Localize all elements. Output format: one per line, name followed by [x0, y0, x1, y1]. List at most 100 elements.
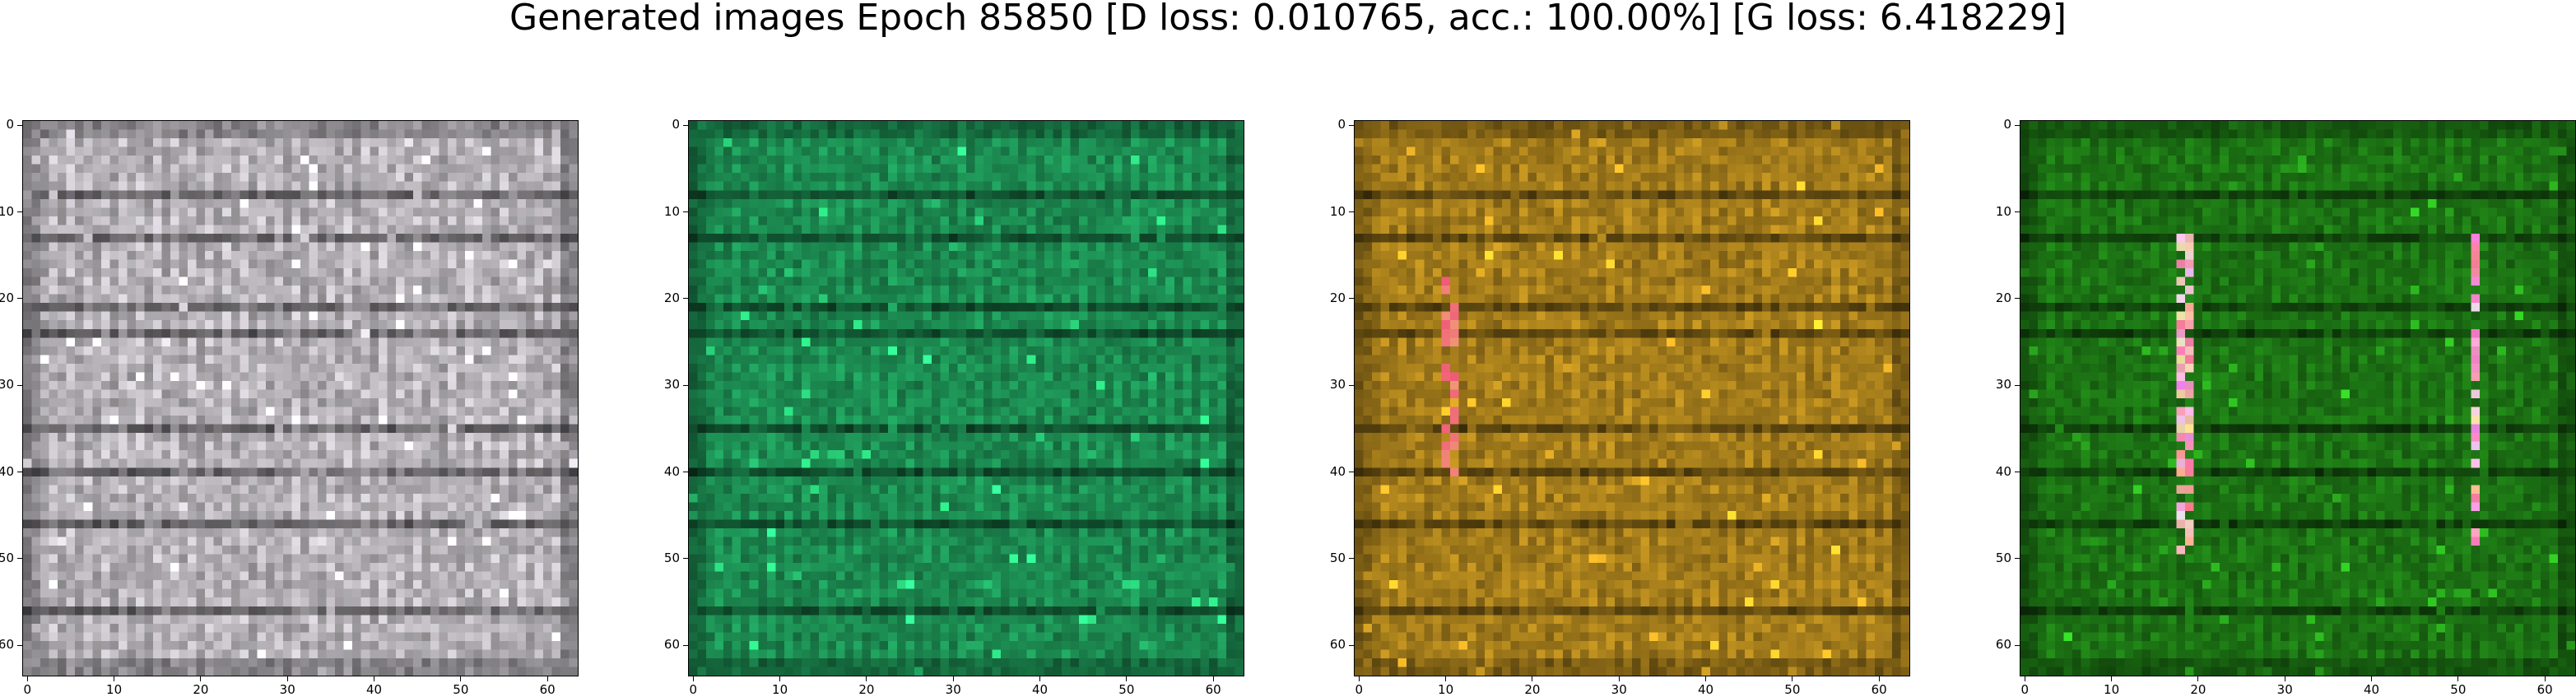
y-tick	[683, 384, 688, 386]
y-tick-label: 0	[2003, 117, 2011, 132]
x-tick	[200, 676, 202, 681]
y-tick-label: 60	[1329, 637, 1346, 653]
y-tick-label: 30	[1329, 377, 1346, 393]
y-tick	[2015, 644, 2020, 646]
x-tick	[1792, 676, 1793, 681]
figure-title: Generated images Epoch 85850 [D loss: 0.…	[509, 0, 2067, 39]
x-tick	[952, 676, 954, 681]
y-tick	[1349, 298, 1354, 300]
x-tick-label: 30	[2276, 682, 2293, 697]
x-tick	[2371, 676, 2373, 681]
y-tick	[683, 644, 688, 646]
x-tick-label: 20	[193, 682, 209, 697]
y-tick	[2015, 384, 2020, 386]
x-tick	[1445, 676, 1447, 681]
y-tick-label: 30	[1995, 377, 2011, 393]
generated-image	[23, 121, 578, 676]
y-tick	[17, 124, 22, 126]
x-tick-label: 10	[772, 682, 788, 697]
y-tick-label: 20	[1329, 290, 1346, 305]
subplot-2: 0 10 20 30 40 50 60 0 10 20 30 40 50 60	[664, 118, 1244, 696]
generated-image	[2020, 121, 2575, 676]
y-tick-label: 60	[0, 637, 14, 653]
x-tick-label: 50	[2450, 682, 2467, 697]
y-tick-label: 20	[0, 290, 14, 305]
x-tick-label: 30	[1611, 682, 1627, 697]
x-tick-label: 0	[689, 682, 698, 697]
y-tick-label: 30	[663, 377, 680, 393]
x-tick-label: 20	[1524, 682, 1541, 697]
x-tick	[1212, 676, 1214, 681]
y-tick-label: 40	[0, 463, 14, 479]
y-tick-label: 10	[1329, 203, 1346, 219]
x-tick	[460, 676, 462, 681]
x-tick	[866, 676, 867, 681]
y-tick	[2015, 211, 2020, 213]
y-tick-label: 50	[663, 550, 680, 565]
x-tick-label: 0	[23, 682, 32, 697]
y-tick	[1349, 558, 1354, 560]
y-tick	[2015, 298, 2020, 300]
generated-image	[689, 121, 1244, 676]
subplot-4: 0 10 20 30 40 50 60 0 10 20 30 40 50 60	[1996, 118, 2576, 696]
x-tick	[2457, 676, 2459, 681]
x-tick-label: 60	[1205, 682, 1221, 697]
y-tick-label: 40	[1329, 463, 1346, 479]
x-tick-label: 0	[1355, 682, 1364, 697]
axes-frame	[22, 120, 579, 676]
y-tick-label: 60	[663, 637, 680, 653]
x-tick-label: 30	[279, 682, 295, 697]
x-tick-label: 10	[1438, 682, 1454, 697]
y-tick	[17, 298, 22, 300]
x-tick	[2197, 676, 2199, 681]
x-tick-label: 20	[2190, 682, 2206, 697]
x-tick	[286, 676, 288, 681]
y-tick	[17, 558, 22, 560]
x-tick-label: 60	[2536, 682, 2553, 697]
y-tick-label: 0	[6, 117, 14, 132]
generated-image	[1355, 121, 1909, 676]
y-tick-label: 10	[1995, 203, 2011, 219]
y-tick-label: 50	[0, 550, 14, 565]
subplot-3: 0 10 20 30 40 50 60 0 10 20 30 40 50 60	[1330, 118, 1910, 696]
y-tick-label: 10	[0, 203, 14, 219]
y-tick-label: 50	[1329, 550, 1346, 565]
y-tick-label: 10	[663, 203, 680, 219]
x-tick-label: 10	[2104, 682, 2120, 697]
x-tick-label: 50	[1118, 682, 1135, 697]
x-tick	[2544, 676, 2546, 681]
axes-frame	[2020, 120, 2576, 676]
y-tick	[2015, 558, 2020, 560]
x-tick	[779, 676, 781, 681]
x-tick	[1705, 676, 1707, 681]
y-tick-label: 0	[672, 117, 680, 132]
y-tick	[2015, 124, 2020, 126]
y-tick-label: 40	[1995, 463, 2011, 479]
y-tick-label: 20	[1995, 290, 2011, 305]
y-tick	[17, 644, 22, 646]
x-tick-label: 50	[453, 682, 469, 697]
axes-frame	[688, 120, 1244, 676]
x-tick	[546, 676, 548, 681]
y-tick-label: 60	[1995, 637, 2011, 653]
x-tick	[1039, 676, 1041, 681]
x-tick-label: 20	[858, 682, 875, 697]
y-tick	[17, 211, 22, 213]
x-tick-label: 50	[1784, 682, 1801, 697]
x-tick-label: 0	[2020, 682, 2030, 697]
x-tick	[26, 676, 28, 681]
y-tick-label: 40	[663, 463, 680, 479]
y-tick-label: 20	[663, 290, 680, 305]
x-tick	[2111, 676, 2113, 681]
x-tick-label: 60	[539, 682, 556, 697]
x-tick	[1126, 676, 1128, 681]
y-tick	[683, 124, 688, 126]
x-tick-label: 10	[106, 682, 123, 697]
x-tick	[1358, 676, 1360, 681]
y-tick	[683, 298, 688, 300]
x-tick	[1618, 676, 1620, 681]
x-tick	[692, 676, 694, 681]
axes-frame	[1354, 120, 1910, 676]
y-tick	[683, 211, 688, 213]
x-tick-label: 60	[1871, 682, 1887, 697]
